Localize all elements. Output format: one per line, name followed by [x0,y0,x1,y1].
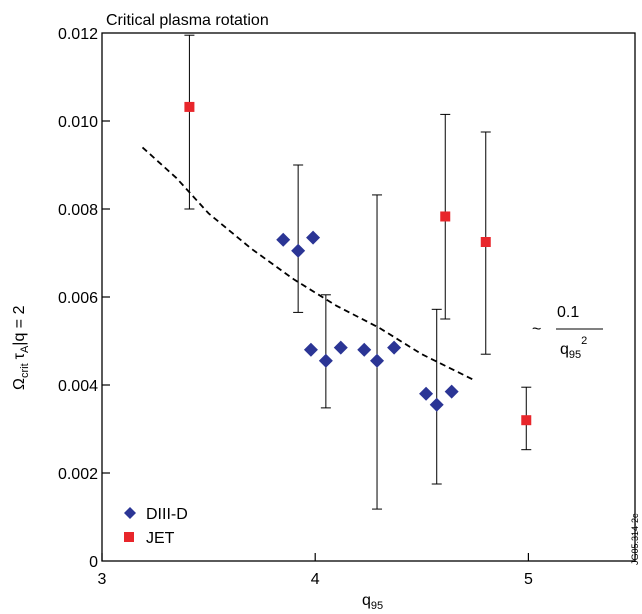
y-tick-label: 0.008 [58,202,98,219]
data-point-diii-d [333,340,348,355]
fit-curve [141,146,476,382]
y-tick-label: 0.004 [58,378,98,395]
y-tick-label: 0.010 [58,114,98,131]
data-point-diii-d [444,384,459,399]
legend-marker-jet [124,532,134,542]
data-point-diii-d [291,243,306,258]
x-tick-label: 3 [98,571,107,588]
data-point-diii-d [306,230,321,245]
chart-title: Critical plasma rotation [106,12,269,29]
x-axis-label-main: q [362,592,371,609]
fit-annotation-denominator-sub: 95 [569,349,581,361]
fit-annotation: ~ 0.1 q952 [532,304,603,361]
y-axis-label-rest: |q = 2 [11,305,28,345]
data-point-diii-d [276,232,291,247]
data-point-diii-d [429,397,444,412]
x-tick-label: 5 [524,571,533,588]
y-tick-label: 0.002 [58,466,98,483]
ticks: 3 4 5 0 0.002 0.004 0.006 0.008 0.010 0.012 [58,26,533,588]
errorbars [184,34,532,510]
y-axis-label-tau: τ [11,352,28,359]
legend-marker-diii-d [124,507,136,519]
fit-annotation-denominator-sup: 2 [581,335,587,347]
y-tick-label: 0 [89,554,98,571]
fit-annotation-denominator: q952 [560,335,587,361]
y-axis-label-tau-sub: A [19,345,31,353]
y-tick-label: 0.006 [58,290,98,307]
y-tick-label: 0.012 [58,26,98,43]
legend: DIII-D JET [124,506,188,547]
y-axis-label-omega-sub: crit [19,363,31,378]
y-axis-label: Ωcrit τA|q = 2 [11,305,31,390]
data-point-diii-d [370,353,385,368]
data-point-jet [480,237,491,247]
data-point-diii-d [419,386,434,401]
data-point-diii-d [303,342,318,357]
x-axis-label-sub: 95 [371,600,383,612]
data-point-diii-d [318,353,333,368]
data-point-diii-d [357,342,372,357]
watermark-label: JG05.314-2c [630,513,640,565]
x-axis-label: q95 [362,592,383,612]
plot-frame [101,32,636,562]
legend-label-diii-d: DIII-D [146,506,188,523]
data-point-jet [440,211,451,222]
fit-annotation-prefix: ~ [532,321,541,338]
data-point-diii-d [387,340,402,355]
fit-annotation-denominator-main: q [560,341,569,358]
legend-label-jet: JET [146,530,175,547]
data-point-jet [521,415,532,426]
markers [184,101,532,426]
x-tick-label: 4 [311,571,320,588]
data-point-jet [184,101,195,112]
fit-annotation-numerator: 0.1 [557,304,579,321]
fit-layer [141,146,476,382]
y-axis-label-omega: Ω [11,378,28,390]
